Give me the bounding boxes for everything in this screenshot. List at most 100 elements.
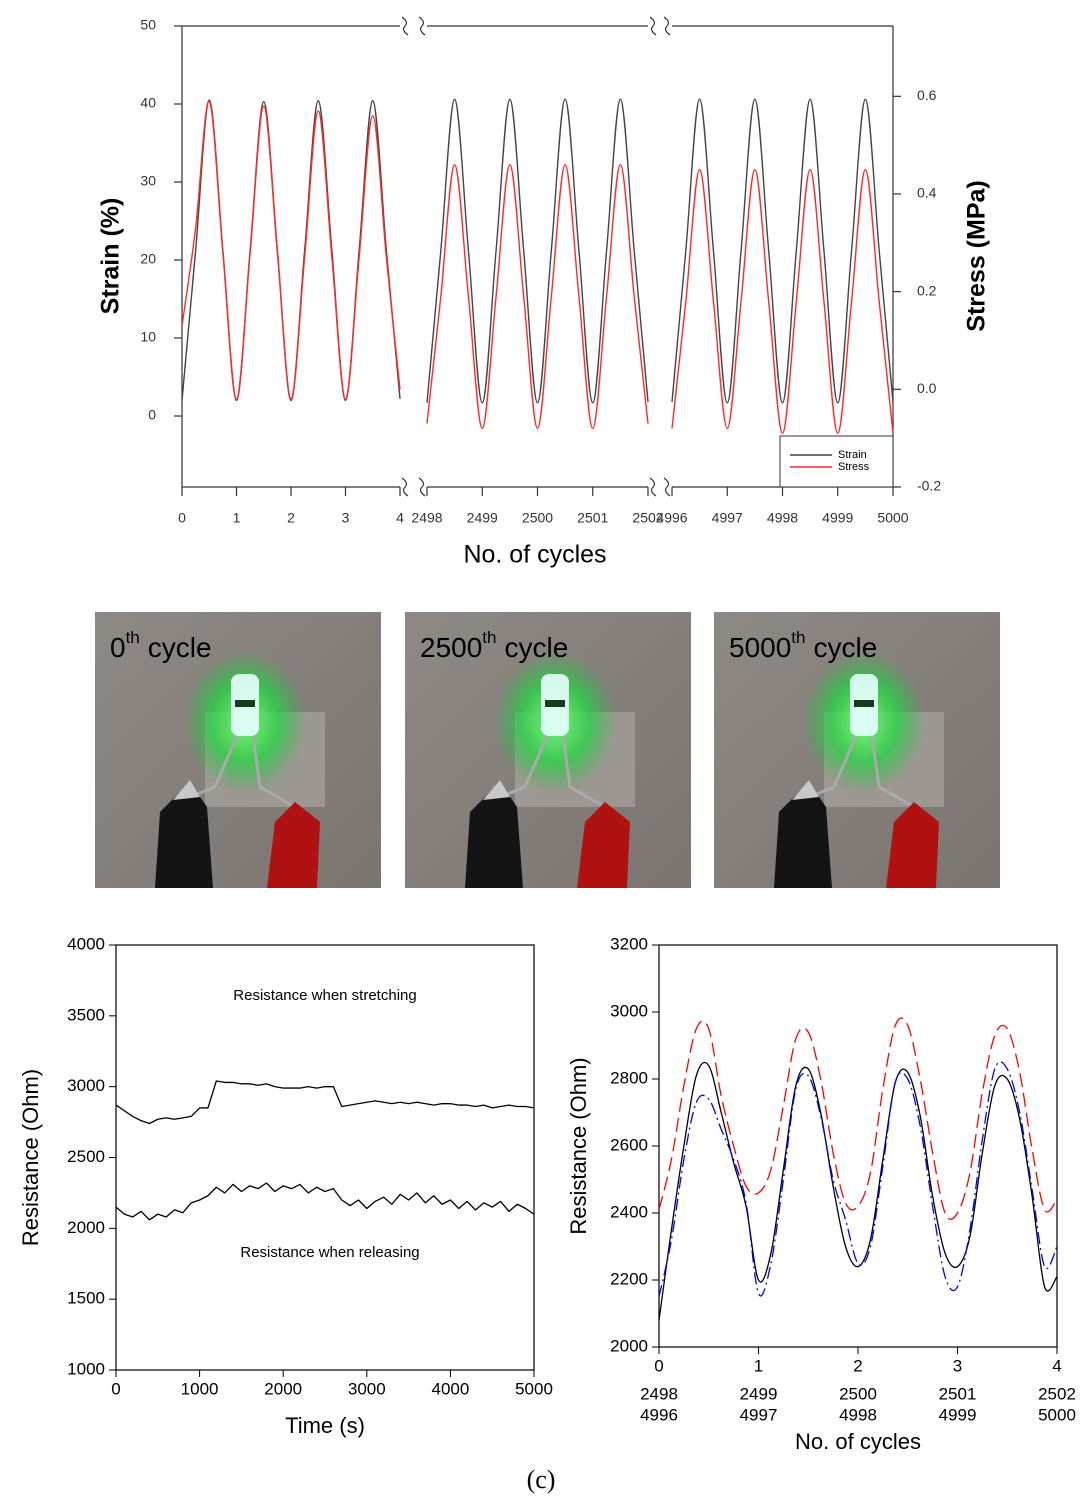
series-line [426,163,649,430]
x-tick-label-row: 2500 [839,1384,877,1403]
y2-tick-label: 0.4 [917,185,937,201]
photo-label-ordinal: th [482,628,496,647]
x-tick-label-row: 4996 [640,1405,678,1424]
series-line [426,98,649,404]
photo-label-ordinal: th [126,628,140,647]
y-tick-label: 2000 [610,1336,648,1355]
y2-tick-label: 0.0 [917,380,937,396]
plot-frame [115,944,535,1371]
photo-label-text: cycle [148,632,212,663]
y2-tick-label: -0.2 [917,478,941,494]
series-line [658,1061,1058,1321]
x-tick-label-row: 4998 [839,1405,877,1424]
clip-tip [483,780,510,800]
series-line [115,1080,535,1125]
y-tick-label: 30 [140,173,156,189]
x-tick-label: 5000 [515,1379,553,1398]
photo-label-text: cycle [813,632,877,663]
x-tick-label-row: 2499 [740,1384,778,1403]
x-tick-label: 2000 [264,1379,302,1398]
wire [808,735,858,799]
x-tick-label-row: 4997 [740,1405,778,1424]
legend-box [779,435,894,488]
axis-break [649,477,657,497]
y-tick-label: 4000 [67,934,105,953]
y-tick-label: 2000 [67,1218,105,1237]
photo-label: 2500th cycle [420,628,568,663]
y-tick-label: 2500 [67,1147,105,1166]
x-tick-label-row: 5000 [1038,1405,1076,1424]
series-line [181,100,401,400]
x-tick-label: 3 [342,510,350,526]
y-tick-label: 1000 [67,1359,105,1378]
clip-tip [173,780,200,800]
y-axis-title: Resistance (Ohm) [18,1069,43,1246]
x-tick-label-row: 2498 [640,1384,678,1403]
x-tick-label: 5000 [877,510,908,526]
photo-label-number: 0 [110,632,126,663]
x-axis-title: Time (s) [285,1413,365,1438]
axis-break [401,477,409,497]
figure-caption: (c) [527,1465,556,1494]
annotation: Resistance when stretching [233,987,416,1004]
x-tick-label: 0 [111,1379,120,1398]
plot-frame [658,944,1058,1348]
series-line [115,1182,535,1221]
series-line [658,1017,1058,1220]
x-tick-label: 4996 [656,510,687,526]
y-axis-title: Strain (%) [97,198,125,315]
y-axis-title: Resistance (Ohm) [566,1057,591,1234]
x-tick-label: 2498 [411,510,442,526]
clip-tip [792,780,819,800]
x-tick-label: 2502 [632,510,663,526]
led-chip [545,700,565,707]
legend-label: Strain [838,449,867,461]
y-tick-label: 10 [140,329,156,345]
axis-break [663,477,671,497]
x-tick-label: 2500 [522,510,553,526]
x-tick-label: 2499 [467,510,498,526]
x-tick-label: 2 [287,510,295,526]
x-tick-label: 2501 [577,510,608,526]
photo: 0th cycle [95,612,381,888]
x-tick-label-row: 2501 [939,1384,977,1403]
y-tick-label: 2600 [610,1135,648,1154]
series-line [658,1061,1058,1297]
x-tick-label: 1 [754,1356,763,1375]
x-tick-label: 0 [654,1356,663,1375]
y-tick-label: 1500 [67,1289,105,1308]
x-tick-label: 3 [953,1356,962,1375]
x-tick-label: 1 [233,510,241,526]
y-tick-label: 3500 [67,1005,105,1024]
x-tick-label: 4000 [431,1379,469,1398]
photo-label: 5000th cycle [729,628,877,663]
y-tick-label: 3000 [610,1001,648,1020]
x-tick-label: 3000 [348,1379,386,1398]
y2-tick-label: 0.2 [917,282,937,298]
axis-break [418,16,426,36]
x-tick-label: 2 [853,1356,862,1375]
led-chip [854,700,874,707]
x-tick-label: 0 [178,510,186,526]
wire [251,735,296,809]
photo-label-number: 5000 [729,632,791,663]
wire [499,735,549,799]
x-tick-label: 4999 [822,510,853,526]
black-clip [465,782,523,888]
axis-break [401,16,409,36]
axis-break [418,477,426,497]
red-clip [267,802,320,888]
y-tick-label: 50 [140,17,156,33]
y-tick-label: 3000 [67,1076,105,1095]
x-tick-label-row: 2502 [1038,1384,1076,1403]
x-tick-label: 4 [396,510,404,526]
x-tick-label-row: 4999 [939,1405,977,1424]
wire [561,735,606,809]
y-tick-label: 3200 [610,934,648,953]
y2-tick-label: 0.6 [917,87,937,103]
photo-label: 0th cycle [110,628,212,663]
wire [870,735,915,809]
photo: 5000th cycle [714,612,1000,888]
legend-label: Stress [838,461,870,473]
